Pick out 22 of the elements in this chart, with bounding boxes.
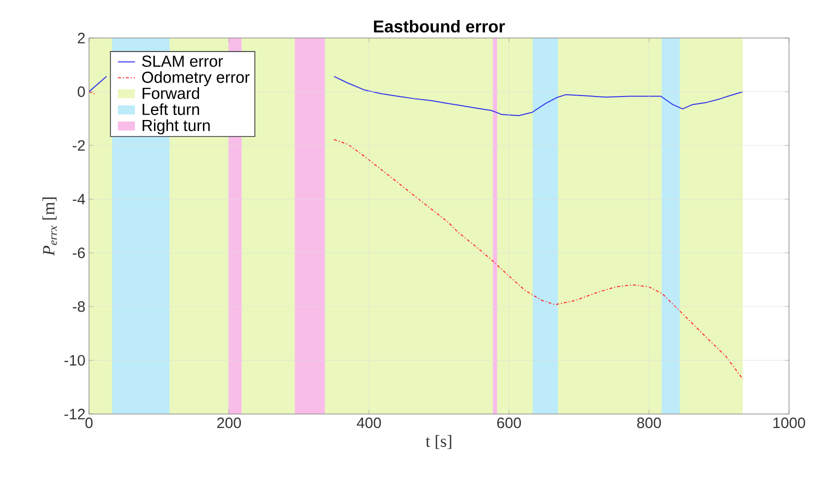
- x-tick-label: 400: [356, 418, 381, 428]
- y-tick-label: -8: [72, 301, 85, 312]
- y-tick-label: -10: [64, 354, 85, 366]
- x-tick-label: 0: [85, 418, 93, 428]
- x-tick-label: 200: [217, 418, 241, 428]
- x-tick-label: 600: [497, 418, 521, 428]
- y-tick-label: 0: [78, 86, 85, 98]
- y-tick-label: 2: [78, 32, 85, 44]
- text: P$_{errx}$ [m]: [42, 198, 57, 256]
- band-label: Right turn: [142, 119, 210, 134]
- legend-label: SLAM error: [142, 56, 223, 67]
- y-tick-label: -2: [72, 140, 85, 151]
- y-tick-label: -12: [64, 408, 85, 420]
- y-tick-label: -4: [72, 194, 86, 204]
- y-tick-label: -6: [72, 248, 85, 258]
- band-label: Left turn: [142, 103, 200, 116]
- legend-label: Odometry error: [142, 71, 250, 86]
- band-label: Forward: [142, 87, 200, 100]
- chart-title: Eastbound error: [374, 20, 505, 33]
- x-tick-label: 1000: [773, 418, 806, 428]
- x-tick-label: 800: [637, 418, 661, 428]
- x-axis-title: t [s]: [426, 434, 452, 450]
